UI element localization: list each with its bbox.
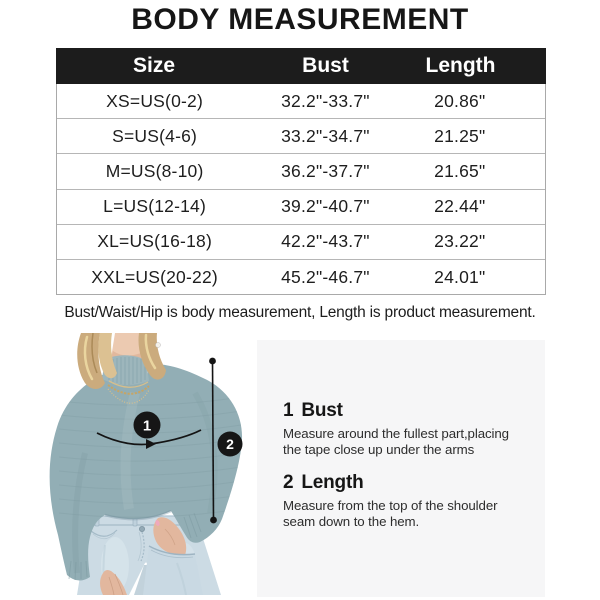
instruction-length-heading: 2 Length [283, 472, 545, 494]
table-cell-size: XXL=US(20-22) [91, 266, 218, 287]
table-cell-bust: 33.2"-34.7" [281, 125, 370, 146]
table-cell-length: 21.25" [434, 125, 486, 146]
instruction-number: 2 [283, 472, 294, 493]
table-cell-bust: 45.2"-46.7" [281, 266, 370, 287]
instruction-bust-heading: 1 Bust [283, 400, 545, 422]
right-hand [143, 517, 203, 596]
table-row: XL=US(16-18) 42.2"-43.7" 23.22" [57, 225, 545, 260]
table-header-length: Length [425, 54, 496, 77]
bust-marker: 1 [133, 411, 161, 439]
table-cell-length: 21.65" [434, 160, 486, 181]
instruction-bust-body: Measure around the fullest part,placing … [283, 426, 509, 457]
length-marker-number: 2 [226, 436, 234, 452]
table-cell-bust: 36.2"-37.7" [281, 160, 370, 181]
length-line [209, 357, 217, 524]
table-cell-size: XS=US(0-2) [106, 90, 203, 111]
measurement-note: Bust/Waist/Hip is body measurement, Leng… [64, 304, 536, 321]
table-row: L=US(12-14) 39.2"-40.7" 22.44" [57, 190, 545, 225]
table-row: XS=US(0-2) 32.2"-33.7" 20.86" [57, 84, 545, 120]
instructions-panel: 1 Bust Measure around the fullest part,p… [257, 340, 545, 597]
table-cell-length: 22.44" [434, 196, 486, 217]
length-line-bottom-dot [210, 516, 217, 524]
instruction-title: Length [301, 472, 364, 493]
instruction-length: 2 Length Measure from the top of the sho… [283, 472, 545, 529]
earring [155, 342, 161, 348]
table-cell-bust: 32.2"-33.7" [281, 90, 370, 111]
left-hand [100, 569, 127, 596]
necklace [107, 380, 150, 404]
table-row: M=US(8-10) 36.2"-37.7" 21.65" [57, 154, 545, 190]
table-cell-size: L=US(12-14) [103, 196, 207, 217]
table-cell-size: S=US(4-6) [112, 125, 198, 146]
table-cell-length: 20.86" [434, 90, 486, 111]
table-row: S=US(4-6) 33.2"-34.7" 21.25" [57, 119, 545, 155]
instruction-number: 1 [283, 400, 294, 421]
size-table-body: XS=US(0-2) 32.2"-33.7" 20.86" S=US(4-6) … [56, 84, 546, 296]
table-cell-bust: 42.2"-43.7" [281, 231, 370, 252]
product-photo: 1 2 [45, 332, 257, 596]
table-row: XXL=US(20-22) 45.2"-46.7" 24.01" [57, 260, 545, 294]
neck [111, 333, 142, 359]
table-cell-bust: 39.2"-40.7" [281, 196, 370, 217]
table-cell-size: XL=US(16-18) [97, 231, 212, 252]
length-line-top-dot [209, 357, 216, 365]
hair [77, 332, 166, 389]
bust-arrow [96, 429, 202, 449]
sweater-illustration [49, 355, 243, 581]
size-table-header-row: Size Bust Length [56, 48, 546, 84]
table-cell-length: 24.01" [434, 266, 486, 287]
instruction-bust: 1 Bust Measure around the fullest part,p… [283, 400, 545, 457]
length-marker: 2 [217, 431, 243, 457]
table-cell-length: 23.22" [434, 231, 486, 252]
instruction-title: Bust [301, 400, 343, 421]
table-cell-size: M=US(8-10) [105, 160, 204, 181]
bust-marker-number: 1 [143, 418, 151, 435]
table-header-size: Size [132, 54, 176, 77]
table-header-bust: Bust [302, 54, 349, 77]
page-title: BODY MEASUREMENT [131, 3, 469, 36]
instruction-length-body: Measure from the top of the shoulder sea… [283, 498, 498, 529]
size-table: Size Bust Length XS=US(0-2) 32.2"-33.7" … [56, 48, 546, 296]
